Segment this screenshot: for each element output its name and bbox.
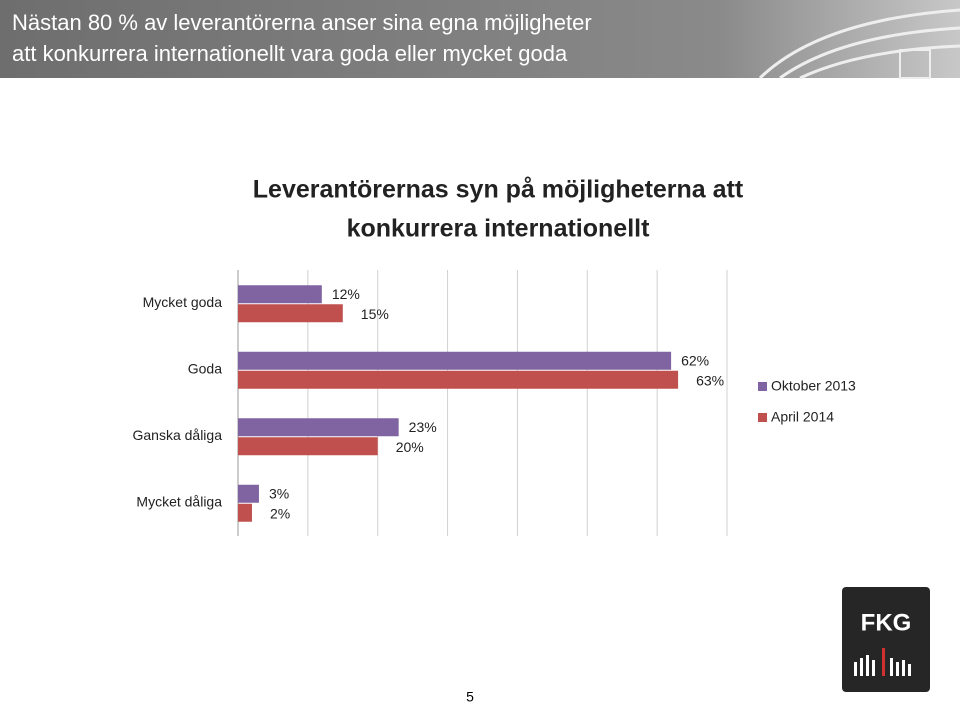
bar bbox=[238, 484, 259, 503]
data-label: 2% bbox=[270, 505, 290, 521]
logo bbox=[842, 587, 930, 692]
chart-title: Leverantörernas syn på möjligheterna att bbox=[253, 176, 744, 204]
y-tick-label: Mycket dåliga bbox=[136, 493, 222, 509]
y-tick-label: Mycket goda bbox=[143, 294, 223, 310]
data-label: 20% bbox=[396, 439, 424, 455]
data-label: 15% bbox=[361, 306, 389, 322]
logo-text: FKG bbox=[861, 609, 912, 636]
header-title: att konkurrera internationellt vara goda… bbox=[12, 41, 568, 66]
bar bbox=[238, 418, 399, 437]
bar bbox=[238, 304, 343, 323]
legend-swatch bbox=[758, 382, 767, 391]
y-tick-label: Ganska dåliga bbox=[132, 427, 222, 443]
bar bbox=[238, 503, 252, 522]
data-label: 23% bbox=[409, 419, 437, 435]
data-label: 12% bbox=[332, 286, 360, 302]
bar bbox=[238, 370, 679, 389]
legend-swatch bbox=[758, 413, 767, 422]
page-number: 5 bbox=[466, 689, 474, 705]
header-title: Nästan 80 % av leverantörerna anser sina… bbox=[12, 10, 592, 35]
data-label: 3% bbox=[269, 485, 289, 501]
y-tick-label: Goda bbox=[188, 360, 222, 376]
legend-label: Oktober 2013 bbox=[771, 378, 856, 394]
logo-bars bbox=[854, 648, 911, 676]
header-image bbox=[758, 8, 960, 80]
data-label: 62% bbox=[681, 352, 709, 368]
data-label: 63% bbox=[696, 372, 724, 388]
legend-label: April 2014 bbox=[771, 409, 834, 425]
bar bbox=[238, 351, 672, 370]
bar bbox=[238, 285, 322, 304]
bar bbox=[238, 437, 378, 456]
chart-title: konkurrera internationellt bbox=[347, 215, 651, 243]
